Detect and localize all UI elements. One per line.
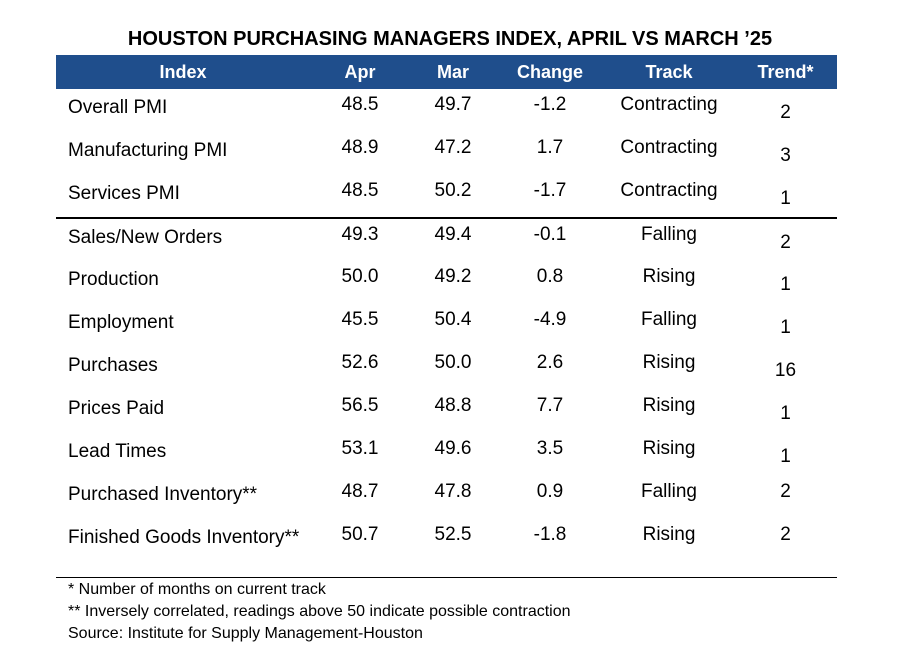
cell-apr: 49.3 (310, 217, 410, 261)
cell-apr: 48.5 (341, 180, 379, 201)
cell-mar: 47.8 (434, 481, 472, 502)
cell-index: Production (68, 269, 159, 290)
cell-index: Manufacturing PMI (68, 140, 228, 161)
cell-track: Falling (641, 309, 697, 330)
cell-mar: 49.6 (434, 438, 472, 459)
cell-track: Rising (642, 352, 696, 373)
cell-mar: 47.2 (434, 137, 472, 158)
cell-apr: 50.7 (310, 519, 410, 578)
cell-apr: 48.7 (341, 481, 379, 502)
cell-mar: 49.4 (410, 217, 496, 261)
header-trend: Trend* (734, 55, 837, 89)
table-row: Purchases 52.6 50.0 2.6 Rising 16 (56, 347, 837, 390)
cell-mar: 50.4 (434, 309, 472, 330)
cell-index: Lead Times (68, 441, 167, 462)
cell-mar: 50.2 (434, 180, 472, 201)
pmi-table: Index Apr Mar Change Track Trend* Overal… (56, 55, 837, 578)
cell-track: Falling (604, 217, 734, 261)
cell-track: Contracting (620, 137, 718, 158)
cell-mar: 49.2 (434, 266, 472, 287)
table-header-row: Index Apr Mar Change Track Trend* (56, 55, 837, 89)
cell-apr: 45.5 (341, 309, 379, 330)
cell-mar: 49.7 (434, 94, 472, 115)
header-index: Index (56, 55, 310, 89)
cell-trend: 2 (780, 481, 791, 502)
cell-mar: 52.5 (410, 519, 496, 578)
page-title: HOUSTON PURCHASING MANAGERS INDEX, APRIL… (127, 28, 773, 50)
header-change: Change (496, 55, 604, 89)
table-row: Production 50.0 49.2 0.8 Rising 1 (56, 261, 837, 304)
cell-change: 1.7 (536, 137, 564, 158)
cell-track: Contracting (620, 94, 718, 115)
footnote-inverse: ** Inversely correlated, readings above … (68, 603, 571, 620)
table-row: Lead Times 53.1 49.6 3.5 Rising 1 (56, 433, 837, 476)
cell-trend: 1 (780, 317, 791, 338)
cell-change: 7.7 (536, 395, 564, 416)
cell-trend: 2 (734, 217, 837, 261)
cell-change: -0.1 (496, 217, 604, 261)
cell-trend: 1 (780, 274, 791, 295)
cell-apr: 52.6 (341, 352, 379, 373)
cell-index: Purchased Inventory** (68, 484, 258, 505)
cell-change: 0.8 (536, 266, 564, 287)
cell-index: Services PMI (68, 183, 180, 204)
cell-index: Employment (68, 312, 174, 333)
cell-change: -1.2 (533, 94, 567, 115)
cell-apr: 53.1 (341, 438, 379, 459)
cell-mar: 50.0 (434, 352, 472, 373)
table-row: Manufacturing PMI 48.9 47.2 1.7 Contract… (56, 132, 837, 175)
table-row: Prices Paid 56.5 48.8 7.7 Rising 1 (56, 390, 837, 433)
cell-change: -1.7 (533, 180, 567, 201)
cell-track: Rising (642, 438, 696, 459)
header-track: Track (604, 55, 734, 89)
footnotes: * Number of months on current track ** I… (68, 579, 571, 645)
table-row: Purchased Inventory** 48.7 47.8 0.9 Fall… (56, 476, 837, 519)
cell-change: 2.6 (536, 352, 564, 373)
header-apr: Apr (310, 55, 410, 89)
footnote-months: * Number of months on current track (68, 581, 326, 598)
cell-track: Falling (641, 481, 697, 502)
cell-trend: 3 (780, 145, 791, 166)
table-row: Overall PMI 48.5 49.7 -1.2 Contracting 2 (56, 89, 837, 132)
cell-apr: 56.5 (341, 395, 379, 416)
cell-trend: 16 (774, 360, 797, 381)
header-mar: Mar (410, 55, 496, 89)
table-row: Sales/New Orders 49.3 49.4 -0.1 Falling … (56, 217, 837, 261)
cell-change: 3.5 (536, 438, 564, 459)
table-row: Services PMI 48.5 50.2 -1.7 Contracting … (56, 175, 837, 218)
cell-change: -1.8 (496, 519, 604, 578)
cell-trend: 2 (780, 102, 791, 123)
cell-index: Purchases (68, 355, 158, 376)
cell-trend: 1 (780, 403, 791, 424)
cell-change: 0.9 (536, 481, 564, 502)
cell-trend: 1 (780, 446, 791, 467)
cell-index: Finished Goods Inventory** (56, 519, 310, 578)
table-row: Finished Goods Inventory** 50.7 52.5 -1.… (56, 519, 837, 578)
cell-track: Rising (642, 266, 696, 287)
cell-trend: 2 (734, 519, 837, 578)
table-row: Employment 45.5 50.4 -4.9 Falling 1 (56, 304, 837, 347)
cell-change: -4.9 (533, 309, 567, 330)
cell-mar: 48.8 (434, 395, 472, 416)
cell-apr: 50.0 (341, 266, 379, 287)
cell-index: Sales/New Orders (56, 217, 310, 261)
source-note: Source: Institute for Supply Management-… (68, 625, 423, 642)
pmi-table-container: Index Apr Mar Change Track Trend* Overal… (56, 55, 837, 578)
cell-apr: 48.9 (341, 137, 379, 158)
cell-index: Overall PMI (68, 97, 168, 118)
cell-track: Rising (642, 395, 696, 416)
cell-track: Contracting (620, 180, 718, 201)
cell-apr: 48.5 (341, 94, 379, 115)
cell-track: Rising (604, 519, 734, 578)
cell-index: Prices Paid (68, 398, 165, 419)
cell-trend: 1 (780, 188, 791, 209)
